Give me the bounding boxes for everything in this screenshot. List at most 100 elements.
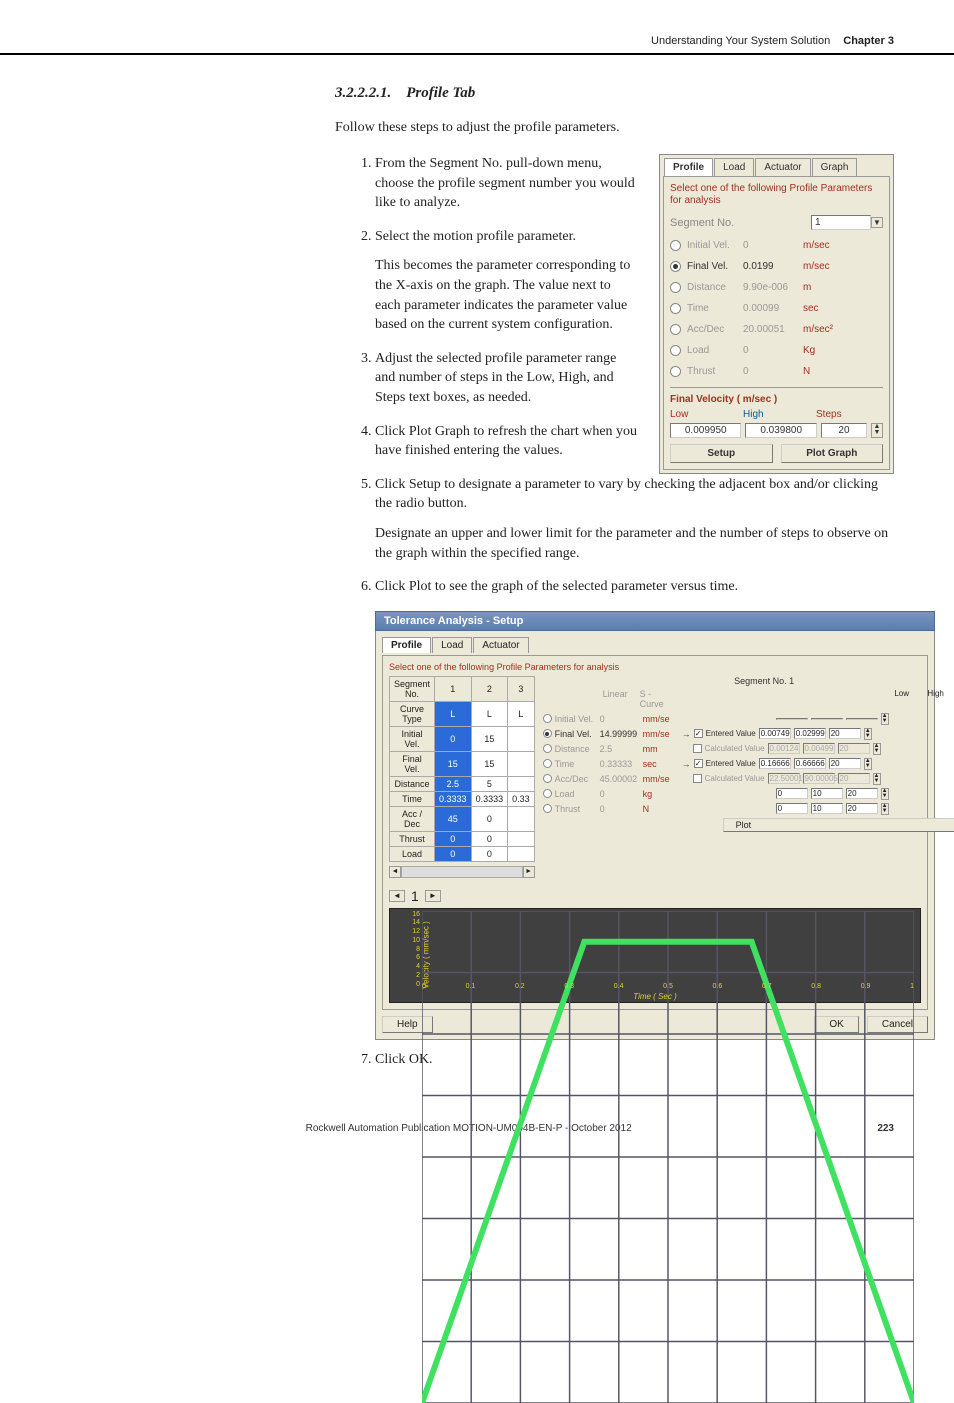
param-radio-5[interactable]	[670, 345, 681, 356]
mini-radio[interactable]	[543, 774, 552, 783]
mini-radio[interactable]	[543, 789, 552, 798]
mini-label: Final Vel.	[555, 729, 597, 739]
param-label: Load	[687, 345, 743, 356]
tab-profile[interactable]: Profile	[664, 158, 713, 176]
range-low-input[interactable]: 0.009950	[670, 423, 741, 438]
range-high-input[interactable]: 0.039800	[745, 423, 816, 438]
mini-spinner[interactable]: ▲▼	[881, 803, 889, 815]
step-3: Adjust the selected profile parameter ra…	[375, 349, 639, 408]
table-cell[interactable]: 0.3333	[471, 791, 508, 806]
table-cell[interactable]: 0	[435, 726, 472, 751]
mini-value: 14.99999	[600, 729, 640, 739]
dlg-tab-load[interactable]: Load	[432, 637, 472, 653]
mini-spinner[interactable]: ▲▼	[873, 773, 881, 785]
table-cell[interactable]: L	[435, 701, 472, 726]
mini-radio[interactable]	[543, 759, 552, 768]
param-radio-1[interactable]	[670, 261, 681, 272]
param-checkbox[interactable]	[693, 774, 702, 783]
mini-spinner[interactable]: ▲▼	[873, 743, 881, 755]
table-cell[interactable]	[508, 806, 535, 831]
plot-button[interactable]: Plot	[723, 818, 954, 832]
plot-graph-button[interactable]: Plot Graph	[781, 444, 884, 463]
table-cell[interactable]: L	[508, 701, 535, 726]
table-cell[interactable]: 0	[435, 831, 472, 846]
mini-radio[interactable]	[543, 729, 552, 738]
mini-spinner[interactable]: ▲▼	[864, 758, 872, 770]
mini-steps-input[interactable]: 20	[829, 758, 861, 769]
param-radio-0[interactable]	[670, 240, 681, 251]
mini-label: Acc/Dec	[555, 774, 597, 784]
mini-low-input: 0.00124	[768, 743, 800, 754]
param-radio-2[interactable]	[670, 282, 681, 293]
section-number: 3.2.2.2.1.	[335, 85, 391, 101]
tab-load[interactable]: Load	[714, 158, 754, 176]
scroll-left-icon[interactable]: ◄	[389, 866, 401, 878]
table-cell[interactable]: 15	[471, 726, 508, 751]
table-cell[interactable]: 2.5	[435, 776, 472, 791]
step-6: Click Plot to see the graph of the selec…	[375, 577, 894, 597]
pager-prev-icon[interactable]: ◄	[389, 890, 405, 902]
mini-low-input[interactable]: 0	[776, 788, 808, 799]
mini-high-input[interactable]: 0.02999	[794, 728, 826, 739]
param-checkbox[interactable]	[693, 744, 702, 753]
mini-steps-input[interactable]: 20	[846, 803, 878, 814]
step-2: Select the motion profile parameter. Thi…	[375, 227, 639, 335]
mini-spinner[interactable]: ▲▼	[864, 728, 872, 740]
segment-no-select[interactable]: 1	[811, 215, 871, 230]
mini-spinner[interactable]: ▲▼	[881, 788, 889, 800]
mini-low-input[interactable]: 0	[776, 803, 808, 814]
tab-graph[interactable]: Graph	[812, 158, 858, 176]
table-cell[interactable]: L	[471, 701, 508, 726]
mini-spinner[interactable]: ▲▼	[881, 713, 889, 725]
mini-high-input[interactable]: 10	[811, 788, 843, 799]
mini-radio[interactable]	[543, 804, 552, 813]
mini-steps-input: 20	[838, 773, 870, 784]
table-cell[interactable]: 5	[471, 776, 508, 791]
mini-value: 2.5	[600, 744, 640, 754]
mini-low-input[interactable]: 0.00749	[759, 728, 791, 739]
param-radio-4[interactable]	[670, 324, 681, 335]
param-radio-3[interactable]	[670, 303, 681, 314]
steps-spinner[interactable]: ▲▼	[871, 423, 883, 438]
dropdown-icon[interactable]: ▼	[871, 217, 883, 228]
scroll-right-icon[interactable]: ►	[523, 866, 535, 878]
range-header-low: Low	[670, 409, 737, 420]
param-unit: m/sec	[803, 240, 830, 251]
table-cell[interactable]: 0	[471, 806, 508, 831]
range-steps-input[interactable]: 20	[821, 423, 867, 438]
table-cell[interactable]	[508, 726, 535, 751]
pager-next-icon[interactable]: ►	[425, 890, 441, 902]
dlg-tab-actuator[interactable]: Actuator	[473, 637, 528, 653]
segment-no-label: Segment No.	[670, 217, 811, 229]
mini-value: 45.00002	[600, 774, 640, 784]
mini-radio[interactable]	[543, 744, 552, 753]
mini-steps-input[interactable]: 20	[846, 788, 878, 799]
mini-high-input[interactable]: 10	[811, 803, 843, 814]
param-value: 0	[743, 366, 803, 377]
table-cell[interactable]: 0.3333	[435, 791, 472, 806]
mini-low-input[interactable]: 0.16666	[759, 758, 791, 769]
setup-button[interactable]: Setup	[670, 444, 773, 463]
mini-steps-input[interactable]: 20	[829, 728, 861, 739]
tab-actuator[interactable]: Actuator	[755, 158, 810, 176]
table-cell[interactable]: 0	[471, 831, 508, 846]
table-cell[interactable]: 45	[435, 806, 472, 831]
table-cell[interactable]: 15	[435, 751, 472, 776]
table-cell[interactable]: 0	[471, 846, 508, 861]
table-cell[interactable]	[508, 776, 535, 791]
chart-xlabel: Time ( Sec )	[633, 992, 677, 1001]
table-cell[interactable]: 0.33	[508, 791, 535, 806]
param-checkbox[interactable]: ✓	[694, 759, 703, 768]
dlg-tab-profile[interactable]: Profile	[382, 637, 431, 653]
table-cell[interactable]	[508, 831, 535, 846]
table-cell[interactable]: 0	[435, 846, 472, 861]
table-cell[interactable]	[508, 751, 535, 776]
param-checkbox[interactable]: ✓	[694, 729, 703, 738]
table-cell[interactable]	[508, 846, 535, 861]
table-cell[interactable]: 15	[471, 751, 508, 776]
mini-high-input[interactable]: 0.66666	[794, 758, 826, 769]
scroll-track[interactable]	[401, 866, 523, 878]
param-radio-6[interactable]	[670, 366, 681, 377]
table-row-label: Curve Type	[390, 701, 435, 726]
mini-radio[interactable]	[543, 714, 552, 723]
